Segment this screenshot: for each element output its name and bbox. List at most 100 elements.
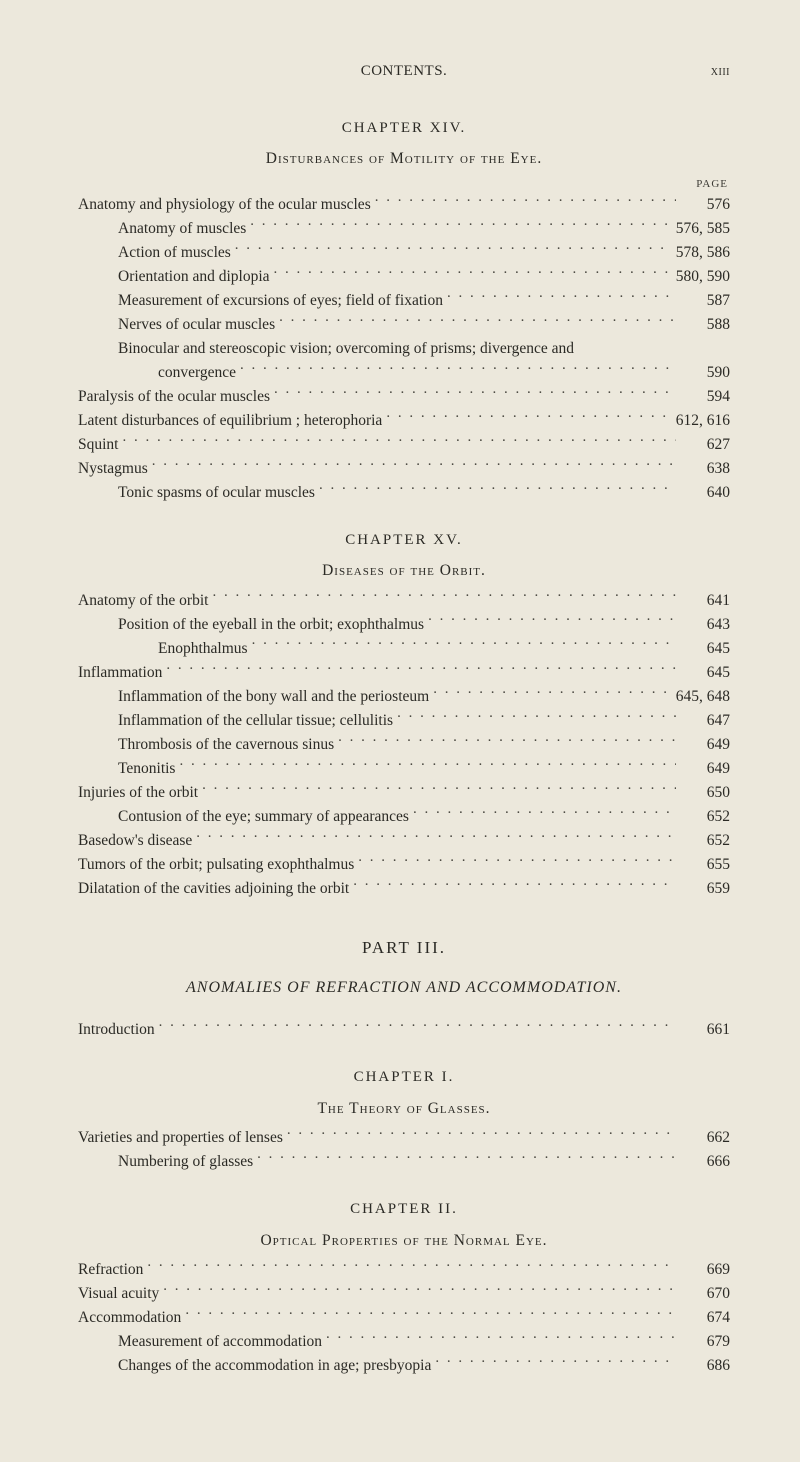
leader-dots xyxy=(435,1355,676,1371)
toc-entry: Tenonitis649 xyxy=(78,757,730,781)
leader-dots xyxy=(447,289,676,305)
toc-entry-label: Measurement of excursions of eyes; field… xyxy=(118,289,443,313)
toc-entry: convergence 590 xyxy=(78,361,730,385)
leader-dots xyxy=(353,877,676,893)
chapter-15-toc: Anatomy of the orbit641Position of the e… xyxy=(78,589,730,901)
toc-entry-page: 662 xyxy=(680,1126,730,1150)
leader-dots xyxy=(433,685,672,701)
toc-entry: Tonic spasms of ocular muscles640 xyxy=(78,481,730,505)
leader-dots xyxy=(386,409,671,425)
toc-entry-page: 652 xyxy=(680,805,730,829)
toc-entry: Inflammation of the cellular tissue; cel… xyxy=(78,709,730,733)
toc-entry: Squint 627 xyxy=(78,433,730,457)
toc-entry-label: Orientation and diplopia xyxy=(118,265,270,289)
toc-entry-page: 661 xyxy=(680,1018,730,1042)
toc-entry-page: 578, 586 xyxy=(676,241,730,265)
toc-entry-label: Refraction xyxy=(78,1258,143,1282)
toc-entry: Changes of the accommodation in age; pre… xyxy=(78,1354,730,1378)
toc-entry-page: 645 xyxy=(680,637,730,661)
leader-dots xyxy=(196,829,676,845)
toc-entry-label: Inflammation of the bony wall and the pe… xyxy=(118,685,429,709)
part-3-subtitle: ANOMALIES OF REFRACTION AND ACCOMMODATIO… xyxy=(78,976,730,1000)
toc-entry-label: Anatomy of the orbit xyxy=(78,589,208,613)
part-3-intro: Introduction 661 xyxy=(78,1018,730,1042)
toc-entry: Inflammation645 xyxy=(78,661,730,685)
toc-entry: Anatomy of muscles576, 585 xyxy=(78,217,730,241)
toc-entry-label: Paralysis of the ocular muscles xyxy=(78,385,270,409)
toc-entry-label: Accommodation xyxy=(78,1306,181,1330)
toc-entry-page: 594 xyxy=(680,385,730,409)
toc-entry: Basedow's disease652 xyxy=(78,829,730,853)
toc-entry: Tumors of the orbit; pulsating exophthal… xyxy=(78,853,730,877)
toc-entry: Enophthalmus 645 xyxy=(78,637,730,661)
toc-entry-page: 650 xyxy=(680,781,730,805)
leader-dots xyxy=(397,709,676,725)
toc-entry-label: convergence xyxy=(158,361,236,385)
leader-dots xyxy=(163,1282,676,1298)
part-3-title: PART III. xyxy=(78,935,730,961)
leader-dots xyxy=(166,661,676,677)
chapter-15-subtitle: Diseases of the Orbit. xyxy=(78,559,730,582)
toc-entry-page: 645 xyxy=(680,661,730,685)
leader-dots xyxy=(326,1331,676,1347)
chapter-14-title: CHAPTER XIV. xyxy=(78,117,730,140)
page-label: PAGE xyxy=(78,176,730,193)
toc-entry: Action of muscles578, 586 xyxy=(78,241,730,265)
toc-entry-label: Latent disturbances of equilibrium ; het… xyxy=(78,409,382,433)
leader-dots xyxy=(235,241,672,257)
toc-entry-page: 576 xyxy=(680,193,730,217)
toc-entry-page: 652 xyxy=(680,829,730,853)
toc-entry-label: Inflammation of the cellular tissue; cel… xyxy=(118,709,393,733)
toc-entry-page: 645, 648 xyxy=(676,685,730,709)
toc-entry: Contusion of the eye; summary of appeara… xyxy=(78,805,730,829)
chapter-14-toc: Anatomy and physiology of the ocular mus… xyxy=(78,193,730,505)
toc-entry-label: Tonic spasms of ocular muscles xyxy=(118,481,315,505)
toc-entry-page: 669 xyxy=(680,1258,730,1282)
toc-entry-label: Nerves of ocular muscles xyxy=(118,313,275,337)
toc-entry: Introduction 661 xyxy=(78,1018,730,1042)
leader-dots xyxy=(279,313,676,329)
toc-entry-page: 590 xyxy=(680,361,730,385)
chapter-I-toc: Varieties and properties of lenses 662Num… xyxy=(78,1126,730,1174)
leader-dots xyxy=(338,733,676,749)
chapter-II-title: CHAPTER II. xyxy=(78,1198,730,1221)
toc-entry: Injuries of the orbit650 xyxy=(78,781,730,805)
toc-entry: Varieties and properties of lenses 662 xyxy=(78,1126,730,1150)
toc-entry: Binocular and stereoscopic vision; overc… xyxy=(78,337,730,361)
leader-dots xyxy=(147,1258,676,1274)
toc-entry-page: 659 xyxy=(680,877,730,901)
chapter-II-subtitle: Optical Properties of the Normal Eye. xyxy=(78,1229,730,1252)
toc-entry-label: Enophthalmus xyxy=(158,637,248,661)
toc-entry-page: 638 xyxy=(680,457,730,481)
toc-entry-page: 679 xyxy=(680,1330,730,1354)
toc-entry-page: 587 xyxy=(680,289,730,313)
toc-entry: Orientation and diplopia580, 590 xyxy=(78,265,730,289)
toc-entry-label: Squint xyxy=(78,433,118,457)
leader-dots xyxy=(250,217,671,233)
toc-entry: Refraction 669 xyxy=(78,1258,730,1282)
toc-entry-label: Varieties and properties of lenses xyxy=(78,1126,283,1150)
toc-entry-label: Tenonitis xyxy=(118,757,175,781)
toc-entry: Position of the eyeball in the orbit; ex… xyxy=(78,613,730,637)
toc-entry: Numbering of glasses666 xyxy=(78,1150,730,1174)
chapter-15-title: CHAPTER XV. xyxy=(78,529,730,552)
leader-dots xyxy=(252,637,676,653)
toc-entry-label: Tumors of the orbit; pulsating exophthal… xyxy=(78,853,354,877)
leader-dots xyxy=(152,457,676,473)
leader-dots xyxy=(257,1151,676,1167)
toc-entry-page: 576, 585 xyxy=(676,217,730,241)
leader-dots xyxy=(202,781,676,797)
toc-entry-page: 670 xyxy=(680,1282,730,1306)
toc-entry-label: Introduction xyxy=(78,1018,155,1042)
toc-entry-page: 643 xyxy=(680,613,730,637)
leader-dots xyxy=(375,193,676,209)
toc-entry-label: Thrombosis of the cavernous sinus xyxy=(118,733,334,757)
leader-dots xyxy=(122,433,676,449)
toc-entry: Inflammation of the bony wall and the pe… xyxy=(78,685,730,709)
toc-entry-page: 627 xyxy=(680,433,730,457)
toc-entry-label: Anatomy and physiology of the ocular mus… xyxy=(78,193,371,217)
chapter-I-subtitle: The Theory of Glasses. xyxy=(78,1097,730,1120)
chapter-I-title: CHAPTER I. xyxy=(78,1066,730,1089)
running-head: CONTENTS. xiii xyxy=(78,60,730,83)
toc-entry: Anatomy and physiology of the ocular mus… xyxy=(78,193,730,217)
